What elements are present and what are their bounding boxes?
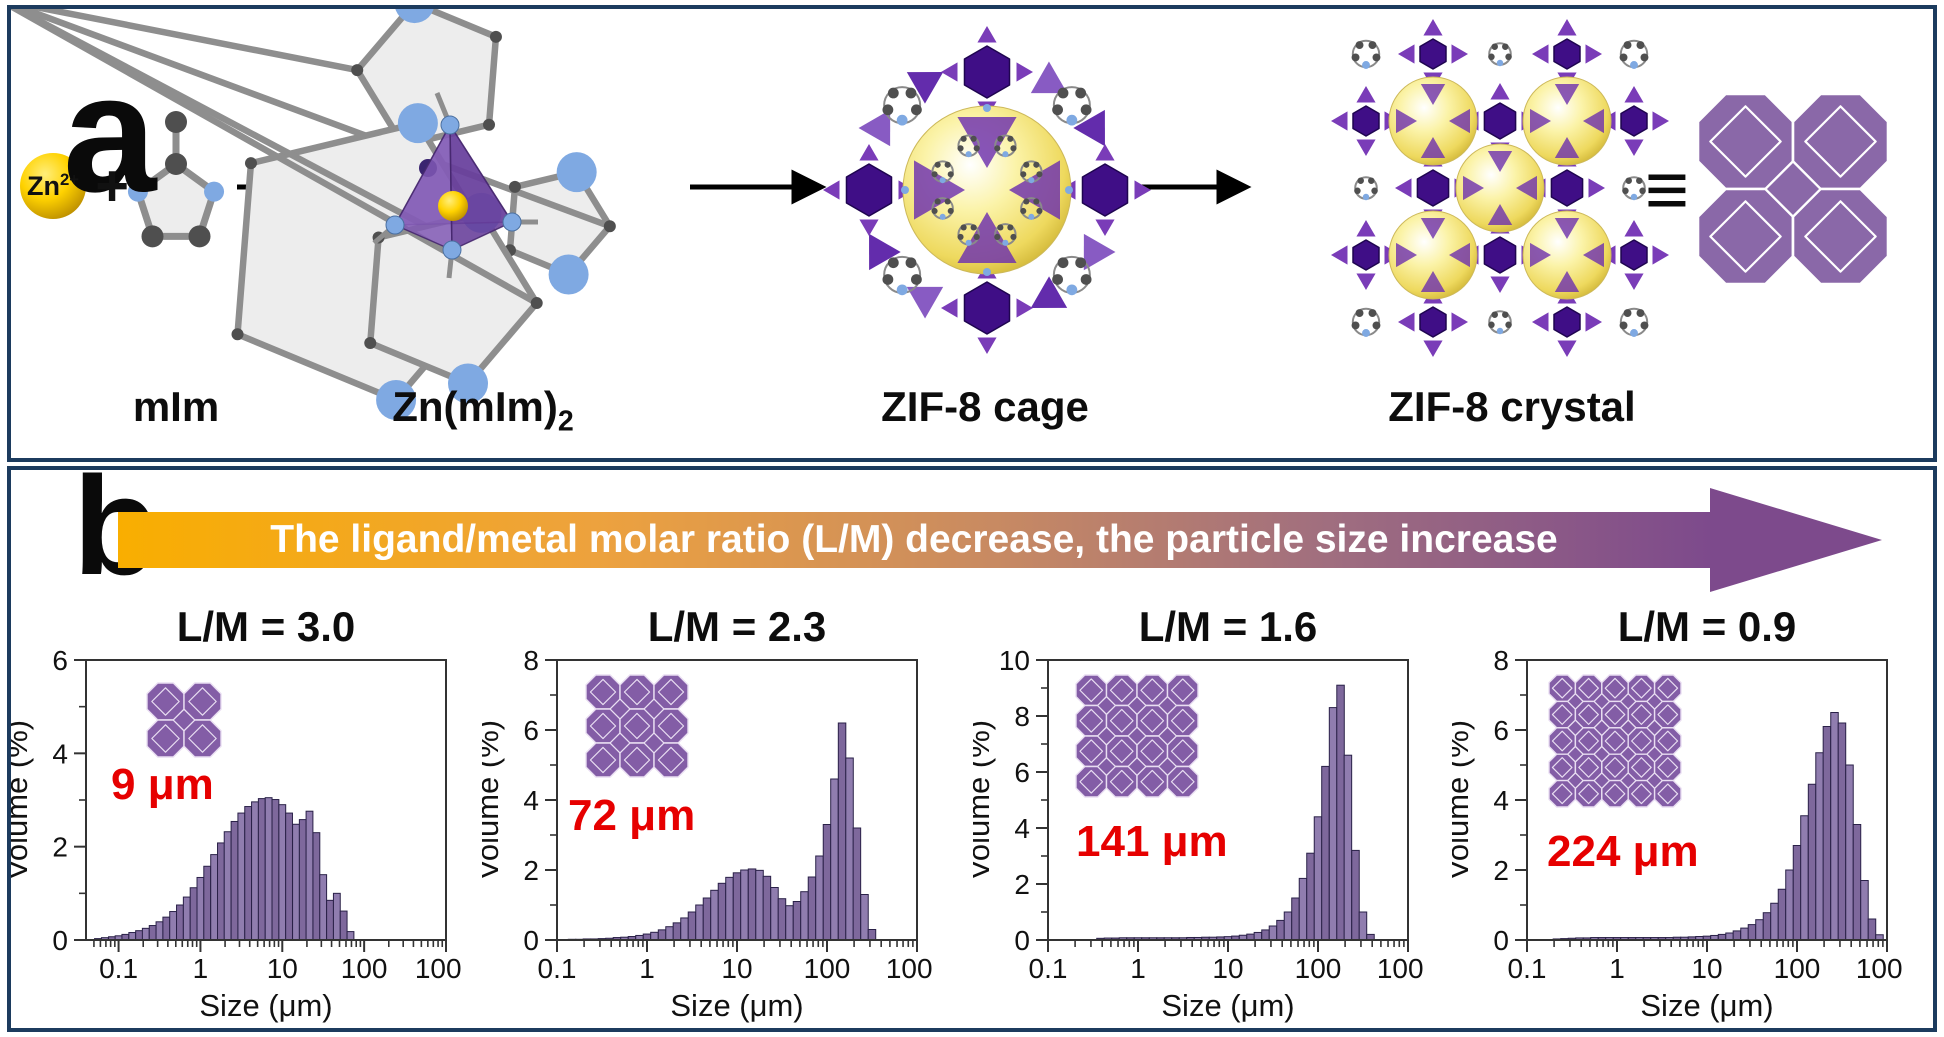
svg-text:10: 10 bbox=[1212, 953, 1243, 984]
svg-text:1: 1 bbox=[1130, 953, 1146, 984]
zn-ion-label: Zn2+ bbox=[27, 170, 79, 202]
median-size-label: 224 μm bbox=[1547, 827, 1699, 876]
panel-b-size-distributions: b The ligand/metal molar ratio (L/M) dec… bbox=[7, 456, 1937, 1032]
svg-text:6: 6 bbox=[523, 715, 539, 746]
svg-text:Size (μm): Size (μm) bbox=[1640, 988, 1773, 1023]
panel-a-letter: a bbox=[63, 39, 157, 227]
svg-text:Size (μm): Size (μm) bbox=[670, 988, 803, 1023]
label-zif8-cage: ZIF-8 cage bbox=[881, 383, 1089, 430]
median-size-label: 9 μm bbox=[111, 760, 214, 809]
svg-text:4: 4 bbox=[523, 785, 539, 816]
svg-text:4: 4 bbox=[1014, 813, 1030, 844]
label-znmim2-main: Zn(mIm) bbox=[392, 383, 558, 430]
svg-text:Size (μm): Size (μm) bbox=[199, 988, 332, 1023]
svg-text:8: 8 bbox=[1014, 701, 1030, 732]
svg-text:1: 1 bbox=[639, 953, 655, 984]
svg-text:10: 10 bbox=[267, 953, 298, 984]
svg-text:10: 10 bbox=[1691, 953, 1722, 984]
chart-title: L/M = 2.3 bbox=[647, 603, 827, 650]
svg-text:100: 100 bbox=[1774, 953, 1821, 984]
svg-text:0.1: 0.1 bbox=[99, 953, 138, 984]
svg-text:0: 0 bbox=[1493, 925, 1509, 956]
banner-arrowhead-icon bbox=[1710, 488, 1882, 592]
svg-text:10: 10 bbox=[721, 953, 752, 984]
median-size-label: 72 μm bbox=[568, 791, 696, 840]
median-size-label: 141 μm bbox=[1076, 817, 1228, 866]
plus-sign: + bbox=[95, 153, 129, 219]
label-znmim2: Zn(mIm)2 bbox=[392, 383, 574, 438]
svg-text:1: 1 bbox=[1609, 953, 1625, 984]
psd-chart-lm-1.6: 0.111010010000246810Size (μm)Volume (%) … bbox=[973, 595, 1423, 1031]
label-znmim2-sub: 2 bbox=[557, 405, 574, 438]
svg-text:2: 2 bbox=[52, 832, 68, 863]
chart-title: L/M = 0.9 bbox=[1617, 603, 1797, 650]
label-zif8-crystal: ZIF-8 crystal bbox=[1388, 383, 1636, 430]
svg-text:Volume (%): Volume (%) bbox=[11, 720, 34, 880]
svg-text:8: 8 bbox=[1493, 645, 1509, 676]
zn-charge: 2+ bbox=[59, 170, 80, 189]
banner-body: The ligand/metal molar ratio (L/M) decre… bbox=[118, 512, 1710, 568]
panel-a-synthesis-scheme: a Zn2+ + mIm Zn(mIm)2 ZIF-8 cage ZIF-8 c… bbox=[7, 5, 1937, 462]
svg-text:100: 100 bbox=[1295, 953, 1342, 984]
svg-text:0.1: 0.1 bbox=[1508, 953, 1547, 984]
equivalence-sign: ≡ bbox=[1644, 147, 1690, 233]
svg-text:0.1: 0.1 bbox=[538, 953, 577, 984]
svg-text:0.1: 0.1 bbox=[1029, 953, 1068, 984]
chart-title: L/M = 1.6 bbox=[1138, 603, 1318, 650]
svg-text:100: 100 bbox=[804, 953, 851, 984]
panel-a-graphics bbox=[11, 9, 1890, 420]
svg-text:100: 100 bbox=[341, 953, 388, 984]
chart-title: L/M = 3.0 bbox=[176, 603, 356, 650]
svg-text:2: 2 bbox=[523, 855, 539, 886]
svg-text:0: 0 bbox=[52, 925, 68, 956]
label-mim: mIm bbox=[132, 383, 220, 430]
svg-text:Size (μm): Size (μm) bbox=[1161, 988, 1294, 1023]
gradient-arrow-banner: The ligand/metal molar ratio (L/M) decre… bbox=[118, 488, 1908, 592]
zn-symbol: Zn bbox=[26, 171, 60, 201]
svg-text:Volume (%): Volume (%) bbox=[482, 720, 505, 880]
svg-text:Volume (%): Volume (%) bbox=[1452, 720, 1475, 880]
svg-text:8: 8 bbox=[523, 645, 539, 676]
svg-text:Volume (%): Volume (%) bbox=[973, 720, 996, 880]
svg-text:0: 0 bbox=[1014, 925, 1030, 956]
svg-text:2: 2 bbox=[1493, 855, 1509, 886]
svg-text:1: 1 bbox=[193, 953, 209, 984]
banner-text: The ligand/metal molar ratio (L/M) decre… bbox=[270, 518, 1558, 561]
svg-text:6: 6 bbox=[52, 645, 68, 676]
svg-text:2: 2 bbox=[1014, 869, 1030, 900]
svg-text:0: 0 bbox=[523, 925, 539, 956]
svg-text:10: 10 bbox=[999, 645, 1030, 676]
svg-text:6: 6 bbox=[1014, 757, 1030, 788]
svg-text:4: 4 bbox=[52, 738, 68, 769]
svg-text:6: 6 bbox=[1493, 715, 1509, 746]
svg-text:4: 4 bbox=[1493, 785, 1509, 816]
